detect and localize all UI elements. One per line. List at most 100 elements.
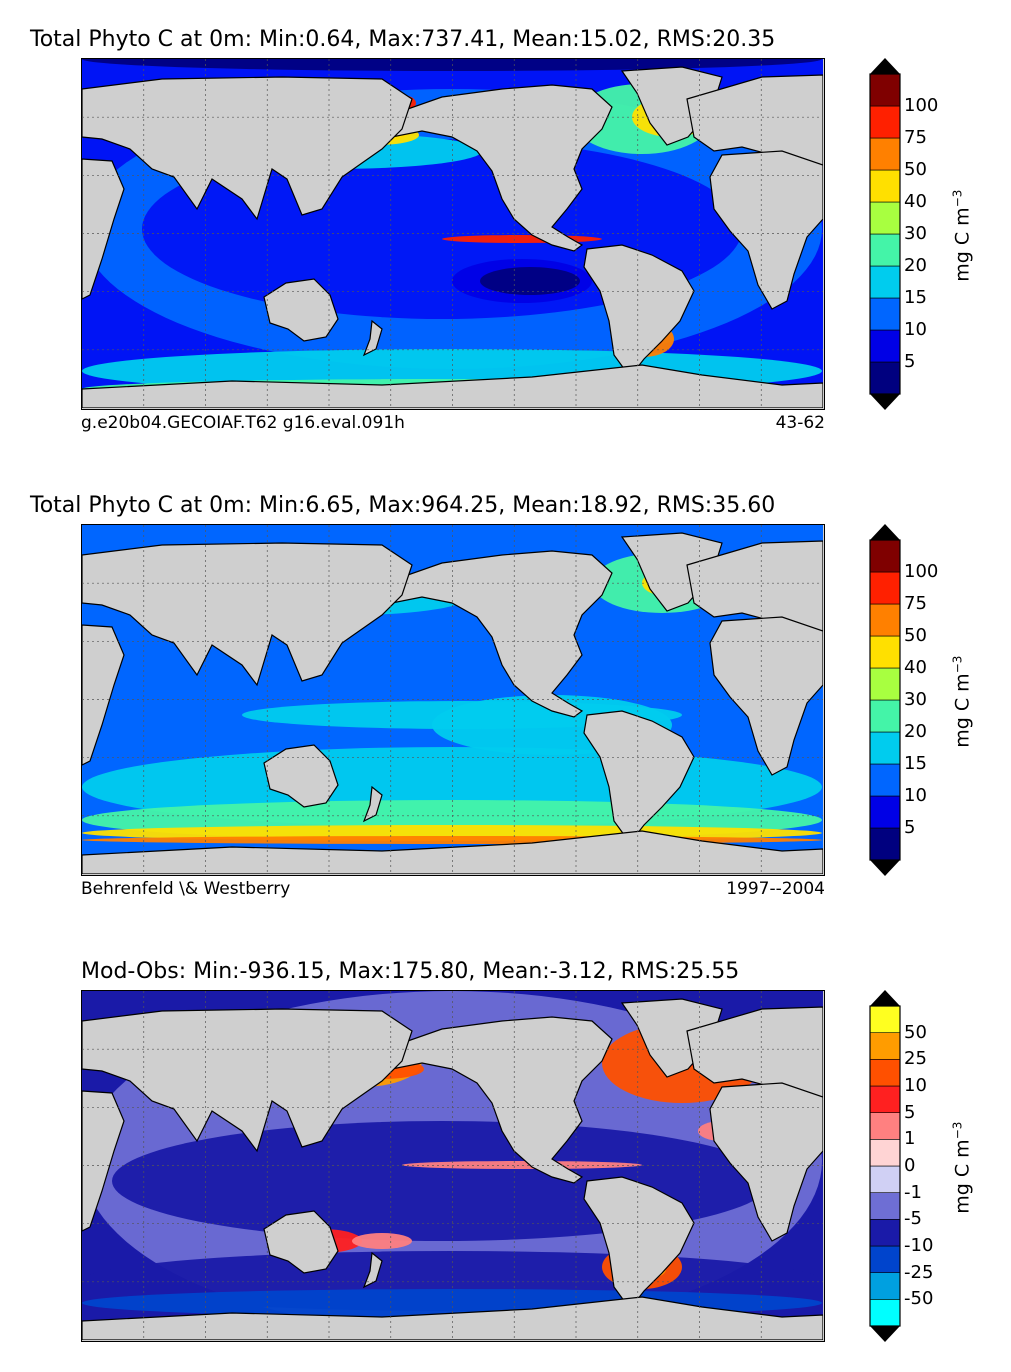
panel-difference: Mod-Obs: Min:-936.15, Max:175.80, Mean:-…	[0, 932, 1011, 1372]
colorbar-tick-label: 0	[904, 1155, 916, 1176]
panel-title: Mod-Obs: Min:-936.15, Max:175.80, Mean:-…	[81, 959, 740, 984]
colorbar-frame	[869, 1005, 901, 1327]
land-eurasia	[82, 76, 413, 221]
colorbar-tick-label: 100	[904, 561, 939, 582]
colorbar-segment	[869, 1005, 901, 1033]
colorbar-frame	[869, 73, 901, 395]
land-australia	[263, 278, 339, 342]
colorbar-extend-bottom	[870, 1326, 900, 1342]
colorbar-svg	[869, 524, 901, 876]
field-patch	[352, 1233, 412, 1249]
land-australia	[263, 744, 339, 808]
footer-years: 43-62	[775, 413, 825, 433]
field-patch	[442, 235, 602, 243]
land-north-america	[380, 84, 613, 252]
colorbar-segment	[869, 1059, 901, 1087]
colorbar-tick-label: 25	[904, 1048, 927, 1070]
land-new-zealand	[362, 1251, 383, 1289]
land-masses	[82, 532, 823, 874]
colorbar-segment	[869, 1245, 901, 1273]
colorbar-tick-label: -5	[904, 1208, 922, 1230]
colorbar-tick-label: 5	[904, 1101, 916, 1123]
land-eurasia	[82, 1008, 413, 1153]
colorbar-tick-label: 50	[904, 625, 927, 646]
colorbar-tick-label: -25	[904, 1261, 934, 1283]
colorbar-segment	[869, 731, 901, 765]
colorbar-tick-label: 5	[904, 351, 916, 372]
footer-case-name: g.e20b04.GECOIAF.T62 g16.eval.091h	[81, 413, 405, 433]
colorbar	[869, 524, 901, 876]
unit-label: mg C m−3	[950, 655, 974, 748]
colorbar-segment	[869, 1165, 901, 1193]
colorbar-segment	[869, 603, 901, 637]
graticule	[82, 991, 823, 1340]
colorbar-tick-label: 20	[904, 255, 927, 276]
colorbar-tick-label: 20	[904, 721, 927, 742]
unit-label: mg C m−3	[950, 189, 974, 282]
colorbar-segment	[869, 297, 901, 331]
colorbar-tick-label: -50	[904, 1288, 934, 1310]
colorbar-tick-label: 50	[904, 1021, 927, 1043]
land-eurasia	[82, 542, 413, 687]
colorbar-segment	[869, 635, 901, 669]
panel-observation: Total Phyto C at 0m: Min:6.65, Max:964.2…	[0, 466, 1011, 926]
land-new-zealand	[362, 319, 383, 357]
colorbar-frame	[869, 539, 901, 861]
panel-title: Total Phyto C at 0m: Min:0.64, Max:737.4…	[30, 27, 776, 52]
colorbar-segment	[869, 1219, 901, 1247]
land-africa-west	[82, 624, 125, 766]
colorbar-tick-label: 15	[904, 287, 927, 308]
colorbar-segment	[869, 667, 901, 701]
colorbar-tick-label: 10	[904, 319, 927, 340]
colorbar-segment	[869, 329, 901, 363]
colorbar-tick-label: 30	[904, 689, 927, 710]
colorbar-tick-label: 15	[904, 753, 927, 774]
colorbar-segment	[869, 1112, 901, 1140]
colorbar-segment	[869, 73, 901, 107]
map-observation	[81, 524, 825, 876]
field-patch	[82, 59, 822, 71]
land-africa	[709, 1082, 823, 1242]
colorbar-segment	[869, 1085, 901, 1113]
map-svg	[82, 991, 823, 1340]
graticule	[82, 525, 823, 874]
colorbar-segment	[869, 105, 901, 139]
colorbar-svg	[869, 990, 901, 1342]
colorbar-tick-label: 40	[904, 191, 927, 212]
colorbar-tick-label: 100	[904, 95, 939, 116]
map-svg	[82, 59, 823, 408]
land-north-america	[380, 550, 613, 718]
colorbar-segment	[869, 699, 901, 733]
land-north-america	[380, 1016, 613, 1184]
footer-years: 1997--2004	[726, 879, 825, 899]
colorbar-extend-top	[870, 524, 900, 540]
colorbar	[869, 58, 901, 410]
panel-title: Total Phyto C at 0m: Min:6.65, Max:964.2…	[30, 493, 776, 518]
colorbar-segment	[869, 763, 901, 797]
land-australia	[263, 1210, 339, 1274]
colorbar-segment	[869, 1272, 901, 1300]
colorbar-extend-top	[870, 990, 900, 1006]
colorbar-extend-bottom	[870, 394, 900, 410]
footer-source: Behrenfeld \& Westberry	[81, 879, 291, 899]
colorbar-segment	[869, 169, 901, 203]
colorbar-tick-label: -10	[904, 1235, 934, 1256]
colorbar-segment	[869, 361, 901, 395]
colorbar-segment	[869, 1192, 901, 1220]
colorbar-segment	[869, 201, 901, 235]
colorbar-segment	[869, 795, 901, 829]
colorbar-extend-bottom	[870, 860, 900, 876]
colorbar-tick-label: -1	[904, 1181, 922, 1203]
colorbar-tick-label: 1	[904, 1128, 916, 1150]
colorbar-tick-label: 40	[904, 657, 927, 678]
colorbar-tick-label: 5	[904, 817, 916, 838]
colorbar-segment	[869, 265, 901, 299]
colorbar-segment	[869, 1032, 901, 1060]
land-africa-west	[82, 1090, 125, 1232]
colorbar-tick-label: 30	[904, 223, 927, 244]
panel-model: Total Phyto C at 0m: Min:0.64, Max:737.4…	[0, 0, 1011, 460]
land-africa-west	[82, 158, 125, 300]
colorbar-tick-label: 75	[904, 593, 927, 614]
map-difference	[81, 990, 825, 1342]
field-patch	[402, 1161, 642, 1169]
